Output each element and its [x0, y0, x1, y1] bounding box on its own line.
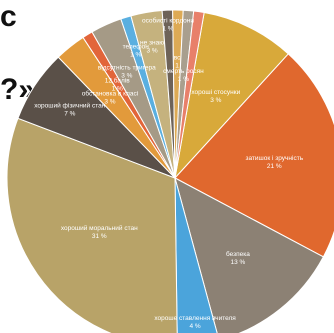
slice-label-хороший-моральний-стан: хороший моральний стан	[61, 224, 138, 232]
slice-percent-обстановка-в-класі: 3 %	[104, 99, 115, 106]
slice-label-відсутність-тригера: відсутність тригера	[98, 64, 156, 72]
slice-percent-хороший-моральний-стан: 31 %	[92, 233, 107, 240]
slice-label-телефон: телефон	[123, 44, 150, 51]
slice-percent-вс: 1	[175, 62, 179, 69]
slice-label-вс: вс	[174, 54, 181, 61]
slice-percent-особисті-кордони: 1 %	[162, 26, 173, 33]
title-fragment-top: с	[0, 0, 17, 33]
pie-slice-затишок-і-зручність	[174, 53, 334, 258]
slice-label-12-балів: 12 балів	[105, 76, 130, 84]
slice-label-хороше-ставлення-вчителя: хороше ставлення вчителя	[154, 315, 236, 322]
slice-label-затишок-і-зручність: затишок і зручність	[245, 154, 303, 162]
slice-percent-телефон: 1 %	[130, 52, 141, 59]
slice-label-особисті-кордони: особисті кордони	[142, 17, 194, 25]
pie-slice-безпека	[174, 177, 325, 333]
slice-label-не-знаю: не знаю	[140, 40, 164, 47]
pie-slices	[6, 9, 334, 333]
slice-percent-безпека: 13 %	[230, 259, 245, 266]
pie-slice-unlabeled	[174, 10, 205, 179]
slice-percent-хороше-ставлення-вчителя: 4 %	[189, 323, 200, 330]
slice-percent-хороший-фізичний-стан: 7 %	[64, 111, 75, 118]
slice-percent-не-знаю: 3 %	[146, 48, 157, 55]
slice-percent-відсутність-тригера: 3 %	[121, 73, 132, 80]
pie-slice-хороший-моральний-стан	[6, 117, 178, 333]
slice-label-хороший-фізичний-стан: хороший фізичний стан	[34, 102, 106, 110]
slice-label-хороші-стосунки: хороші стосунки	[191, 88, 240, 96]
slice-percent-смерть-росян: 1 %	[178, 76, 189, 83]
slice-percent-хороші-стосунки: 3 %	[210, 97, 221, 104]
slice-label-обстановка-в-класі: обстановка в класі	[82, 90, 138, 98]
pie-slice-хороші-стосунки	[174, 11, 289, 180]
slice-label-безпека: безпека	[226, 250, 250, 258]
slice-percent-затишок-і-зручність: 21 %	[267, 163, 282, 170]
slice-label-смерть-росян: смерть росян	[163, 68, 204, 75]
slice-percent-12-балів: 1 %	[112, 85, 123, 92]
pie-slice-хороше-ставлення-вчителя	[174, 177, 218, 333]
